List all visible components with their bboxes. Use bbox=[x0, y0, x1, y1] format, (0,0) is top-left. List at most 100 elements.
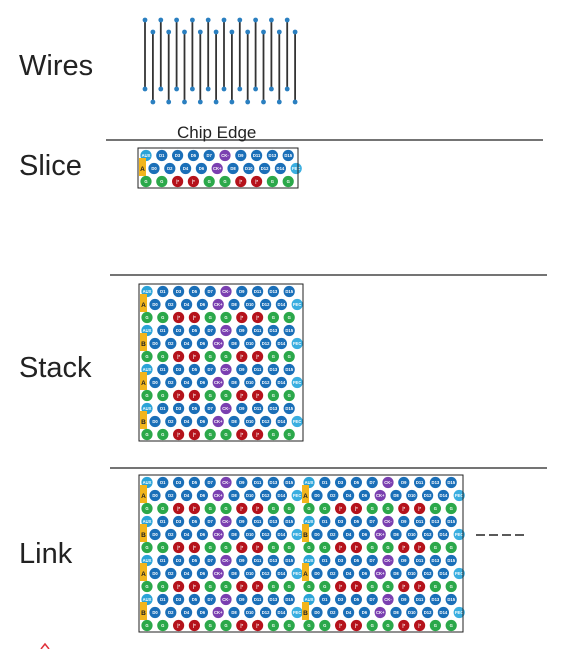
bump bbox=[212, 337, 224, 350]
bump bbox=[350, 554, 362, 567]
bump-label: D1 bbox=[159, 153, 165, 158]
bump-label: G bbox=[434, 545, 437, 550]
bump bbox=[220, 502, 232, 515]
slice-tag-label: A bbox=[303, 571, 308, 578]
bump bbox=[283, 324, 295, 337]
bump bbox=[366, 476, 378, 489]
bump bbox=[327, 606, 339, 619]
bump-label: |* bbox=[256, 354, 259, 359]
bump bbox=[311, 489, 323, 502]
bump bbox=[180, 162, 192, 175]
slice: AUX D1 D3 D5 D7 CK- D9 D11 D13 D15 D0 D2 D4 D6 CK+ D8 D1… bbox=[140, 402, 303, 441]
bump-label: G bbox=[145, 315, 148, 320]
bump-label: D10 bbox=[246, 380, 254, 385]
wire-end bbox=[253, 86, 258, 92]
bump bbox=[251, 149, 263, 162]
bump bbox=[188, 363, 200, 376]
wire-end bbox=[150, 29, 156, 35]
bump-label: AUX bbox=[305, 558, 314, 563]
bump bbox=[275, 415, 287, 428]
bump bbox=[267, 402, 279, 415]
bump bbox=[291, 376, 303, 389]
bump bbox=[228, 606, 240, 619]
bump bbox=[398, 619, 410, 632]
wire-end bbox=[237, 86, 243, 92]
bump bbox=[181, 298, 193, 311]
bump bbox=[358, 606, 370, 619]
bump-label: D8 bbox=[231, 302, 237, 307]
bump-label: |* bbox=[240, 623, 243, 628]
bump bbox=[196, 376, 208, 389]
bump bbox=[204, 541, 216, 554]
bump bbox=[445, 502, 457, 515]
bump bbox=[267, 324, 279, 337]
bump-label: CK- bbox=[384, 480, 392, 485]
bump-label: CK- bbox=[384, 558, 392, 563]
bump bbox=[188, 619, 200, 632]
bump bbox=[319, 502, 331, 515]
bump-label: D7 bbox=[208, 519, 214, 524]
bump-label: |* bbox=[255, 179, 258, 184]
bump-label: D12 bbox=[262, 532, 270, 537]
bump bbox=[165, 489, 177, 502]
bump-label: G bbox=[307, 506, 310, 511]
bump bbox=[165, 415, 177, 428]
bump bbox=[366, 580, 378, 593]
bump-label: |* bbox=[256, 623, 259, 628]
bump bbox=[374, 606, 386, 619]
bump-label: D5 bbox=[192, 289, 198, 294]
bump-label: D4 bbox=[184, 532, 190, 537]
bump-label: G bbox=[288, 354, 291, 359]
bump-label: D3 bbox=[176, 406, 182, 411]
bump-label: AUX bbox=[305, 597, 314, 602]
slice-tag bbox=[140, 602, 147, 620]
bump-label: G bbox=[272, 545, 275, 550]
bump bbox=[236, 541, 248, 554]
bump-label: D13 bbox=[270, 558, 278, 563]
bump-label: D11 bbox=[416, 480, 424, 485]
bump-label: |* bbox=[240, 584, 243, 589]
bump bbox=[252, 324, 264, 337]
bump-label: |* bbox=[256, 545, 259, 550]
bump-label: |* bbox=[339, 623, 342, 628]
bump-label: |* bbox=[402, 545, 405, 550]
bump bbox=[291, 489, 303, 502]
bump bbox=[382, 619, 394, 632]
bump bbox=[196, 415, 208, 428]
bump-label: |* bbox=[177, 623, 180, 628]
bump-label: D8 bbox=[230, 166, 236, 171]
bump bbox=[283, 515, 295, 528]
slice-tag-label: B bbox=[303, 532, 308, 539]
bump-label: G bbox=[288, 393, 291, 398]
bump-label: G bbox=[161, 393, 164, 398]
bump bbox=[188, 502, 200, 515]
slice: AUX D1 D3 D5 D7 CK- D9 D11 D13 D15 D0 D2 D4 D6 CK+ D8 D1… bbox=[140, 363, 303, 402]
bump-label: G bbox=[386, 506, 389, 511]
bump bbox=[181, 415, 193, 428]
bump bbox=[382, 541, 394, 554]
bump-label: D0 bbox=[151, 166, 157, 171]
bump-label: D2 bbox=[168, 419, 174, 424]
bump bbox=[252, 541, 264, 554]
bump-label: D4 bbox=[184, 341, 190, 346]
bump-label: D9 bbox=[401, 519, 407, 524]
bump bbox=[429, 541, 441, 554]
bump-label: G bbox=[386, 623, 389, 628]
bump bbox=[141, 541, 153, 554]
bump-label: |* bbox=[177, 545, 180, 550]
wire-end bbox=[174, 17, 180, 23]
bump bbox=[267, 593, 279, 606]
slice-tag-label: B bbox=[141, 610, 146, 617]
bump-label: D14 bbox=[278, 419, 286, 424]
bump-label: D6 bbox=[362, 532, 368, 537]
bump-label: G bbox=[160, 179, 163, 184]
bump-label: G bbox=[209, 393, 212, 398]
bump bbox=[149, 528, 161, 541]
wire-end bbox=[197, 29, 203, 35]
bump-label: D10 bbox=[246, 302, 254, 307]
bump bbox=[275, 298, 287, 311]
bump bbox=[236, 619, 248, 632]
bump bbox=[244, 489, 256, 502]
bump bbox=[244, 606, 256, 619]
bump bbox=[236, 311, 248, 324]
